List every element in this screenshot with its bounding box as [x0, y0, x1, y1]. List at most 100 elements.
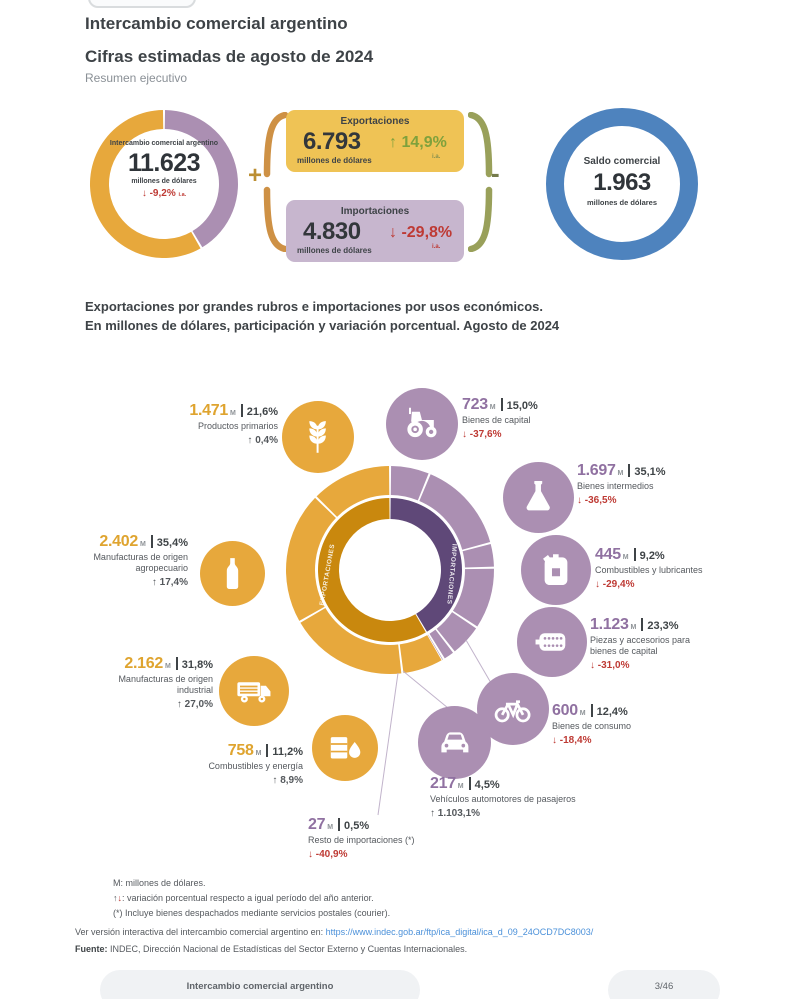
- leader-line-vehiculos: [402, 670, 449, 709]
- item-label: Piezas y accesorios para bienes de capit…: [590, 635, 691, 656]
- import-item-bienes-capital: 723 M 15,0% Bienes de capital ↓ -37,6%: [462, 396, 612, 440]
- oil-barrel-icon: [312, 715, 378, 781]
- page-kicker: Resumen ejecutivo: [85, 71, 188, 85]
- bottle-icon: [200, 541, 265, 606]
- item-change: ↑ 17,4%: [151, 577, 188, 588]
- section-heading: Exportaciones por grandes rubros e impor…: [85, 297, 559, 335]
- exports-box-change: ↑ 14,9%: [389, 134, 447, 151]
- item-value-line: 27 M 0,5%: [308, 816, 370, 833]
- section-heading-line1: Exportaciones por grandes rubros e impor…: [85, 299, 543, 314]
- item-value-line: 217 M 4,5%: [430, 775, 500, 792]
- flask-icon: [503, 462, 574, 533]
- exports-box-value: 6.793: [303, 128, 361, 155]
- item-change: ↓ -31,0%: [590, 660, 630, 671]
- import-item-resto: 27 M 0,5% Resto de importaciones (*) ↓ -40…: [308, 816, 468, 860]
- item-change: ↑ 27,0%: [176, 699, 213, 710]
- trade-balance-circle: Saldo comercial 1.963 millones de dólare…: [546, 108, 698, 260]
- import-item-piezas-accesorios: 1.123 M 23,3% Piezas y accesorios para bie…: [590, 616, 710, 671]
- item-value-line: 1.697 M 35,1%: [577, 462, 666, 479]
- machine-part-icon: [517, 607, 587, 677]
- item-value-line: 600 M 12,4%: [552, 702, 628, 719]
- item-change: ↑ 1.103,1%: [430, 808, 481, 819]
- imports-box-unit: millones de dólares: [297, 246, 372, 255]
- item-value-line: 1.471 M 21,6%: [189, 402, 278, 419]
- item-label: Vehículos automotores de pasajeros: [430, 794, 576, 804]
- grouping-brace-left: [263, 112, 288, 252]
- balance-label: Saldo comercial: [583, 156, 661, 167]
- jerrycan-icon: [521, 535, 591, 605]
- trade-total-value: 11.623: [127, 149, 201, 177]
- exports-box-unit: millones de dólares: [297, 156, 372, 165]
- export-item-manufacturas-agropecuario: 2.402 M 35,4% Manufacturas de origen agrop…: [58, 533, 188, 588]
- item-value-line: 445 M 9,2%: [595, 546, 665, 563]
- item-label: Bienes intermedios: [577, 481, 654, 491]
- import-item-bienes-consumo: 600 M 12,4% Bienes de consumo ↓ -18,4%: [552, 702, 702, 746]
- item-label: Manufacturas de origen industrial: [118, 674, 213, 695]
- trade-breakdown-donut: EXPORTACIONES IMPORTACIONES: [285, 466, 494, 816]
- down-arrow-icon: ↓: [117, 893, 123, 903]
- trade-total-label: Intercambio comercial argentino: [109, 140, 219, 147]
- plus-operator: +: [248, 162, 263, 189]
- source-note: Fuente: INDEC, Dirección Nacional de Est…: [75, 944, 468, 954]
- car-icon: [418, 706, 491, 779]
- export-item-combustibles-energia: 758 M 11,2% Combustibles y energía ↑ 8,9%: [175, 742, 303, 786]
- page-subtitle: Cifras estimadas de agosto de 2024: [85, 47, 374, 66]
- imports-box-title: Importaciones: [340, 206, 410, 217]
- wheat-icon: [282, 401, 354, 473]
- up-arrow-icon: ↑: [113, 893, 118, 903]
- export-item-manufacturas-industrial: 2.162 M 31,8% Manufacturas de origen indus…: [80, 655, 213, 710]
- item-label: Productos primarios: [197, 421, 278, 431]
- footnote-arrows: ↑↓: variación porcentual respecto a igua…: [113, 893, 374, 903]
- item-value-line: 1.123 M 23,3%: [590, 616, 679, 633]
- grouping-brace-right: [468, 112, 493, 252]
- item-value-line: 2.402 M 35,4%: [99, 533, 188, 550]
- page-title: Intercambio comercial argentino: [85, 14, 348, 33]
- item-change: ↓ -36,5%: [577, 495, 617, 506]
- trade-total-donut: [89, 110, 238, 259]
- item-change: ↓ -29,4%: [595, 579, 635, 590]
- footnote-asterisk: (*) Incluye bienes despachados mediante …: [113, 908, 391, 918]
- balance-value: 1.963: [593, 169, 651, 196]
- item-label: Resto de importaciones (*): [308, 835, 415, 845]
- footnote-m: M: millones de dólares.: [113, 878, 206, 888]
- item-label: Bienes de capital: [462, 415, 531, 425]
- footer-page-indicator: 3/46: [608, 970, 720, 999]
- imports-box-change: ↓ -29,8%: [389, 224, 453, 241]
- imports-box: Importaciones 4.830 millones de dólares …: [286, 200, 464, 262]
- trade-total-change: ↓ -9,2% i.a.: [141, 188, 187, 199]
- section-heading-line2: En millones de dólares, participación y …: [85, 318, 560, 333]
- item-value-line: 723 M 15,0%: [462, 396, 538, 413]
- item-change: ↑ 0,4%: [247, 435, 278, 446]
- item-value-line: 2.162 M 31,8%: [124, 655, 213, 672]
- exports-box: Exportaciones 6.793 millones de dólares …: [286, 110, 464, 172]
- item-label: Combustibles y lubricantes: [595, 565, 703, 575]
- balance-unit: millones de dólares: [586, 198, 658, 207]
- export-item-productos-primarios: 1.471 M 21,6% Productos primarios ↑ 0,4%: [150, 402, 278, 446]
- item-change: ↓ -37,6%: [462, 429, 502, 440]
- import-item-vehiculos-pasajeros: 217 M 4,5% Vehículos automotores de pasaje…: [430, 775, 650, 819]
- item-change: ↓ -18,4%: [552, 735, 592, 746]
- imports-box-value: 4.830: [303, 218, 361, 245]
- leader-line-consumo: [465, 639, 492, 684]
- bicycle-icon: [477, 673, 549, 745]
- item-value-line: 758 M 11,2%: [227, 742, 303, 759]
- item-label: Bienes de consumo: [552, 721, 632, 731]
- item-label: Manufacturas de origen agropecuario: [93, 552, 188, 573]
- footer-document-pill: Intercambio comercial argentino: [100, 970, 420, 999]
- interactive-version-note: Ver versión interactiva del intercambio …: [75, 927, 594, 937]
- minus-operator: -: [491, 158, 500, 188]
- trade-balance-center: Saldo comercial 1.963 millones de dólare…: [564, 156, 680, 207]
- item-change: ↓ -40,9%: [308, 849, 348, 860]
- imports-box-change-note: i.a.: [432, 244, 441, 250]
- import-item-combustibles-lubricantes: 445 M 9,2% Combustibles y lubricantes ↓ -2…: [595, 546, 765, 590]
- import-item-bienes-intermedios: 1.697 M 35,1% Bienes intermedios ↓ -36,5%: [577, 462, 727, 506]
- truck-icon: [219, 656, 289, 726]
- trade-total-unit: millones de dólares: [131, 178, 197, 185]
- leader-line-resto: [377, 672, 399, 816]
- interactive-version-link[interactable]: https://www.indec.gob.ar/ftp/ica_digital…: [325, 927, 594, 937]
- top-pill-remnant: [88, 0, 196, 8]
- item-change: ↑ 8,9%: [272, 775, 303, 786]
- exports-box-title: Exportaciones: [340, 116, 410, 127]
- exports-box-change-note: i.a.: [432, 154, 441, 160]
